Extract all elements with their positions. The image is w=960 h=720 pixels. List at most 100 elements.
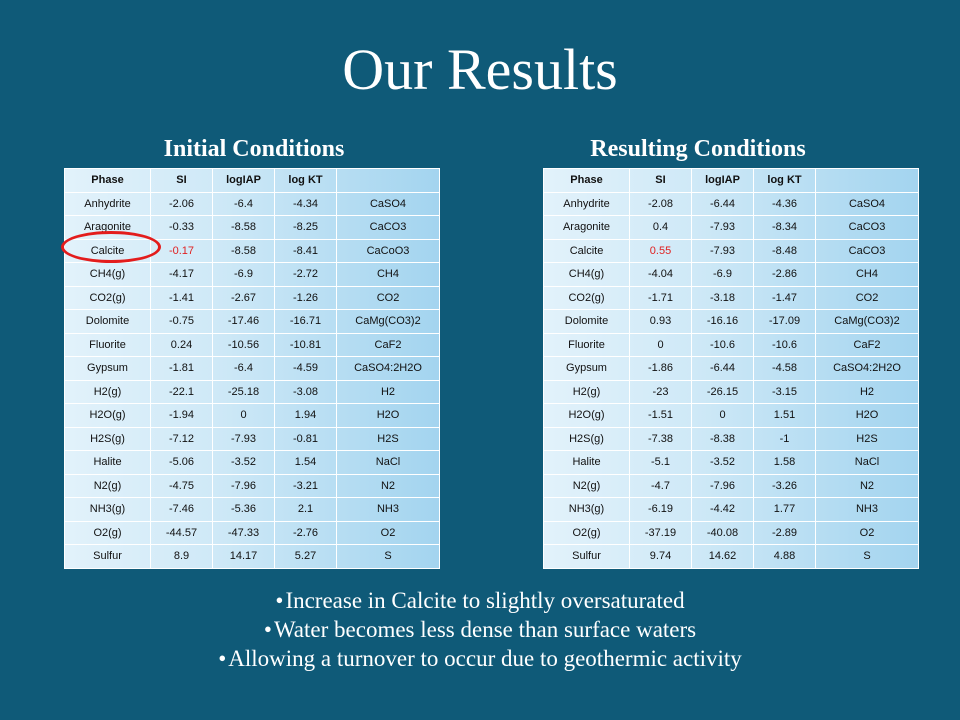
cell-phase: Dolomite [543,309,630,334]
cell-phase: Sulfur [64,544,151,569]
table-row: H2S(g) -7.38 -8.38 -1 H2S [543,426,919,451]
cell-logkt: -16.71 [274,309,337,334]
table-row: Halite -5.1 -3.52 1.58 NaCl [543,450,919,475]
cell-logiap: -3.52 [212,450,275,475]
slide-title: Our Results [342,37,618,102]
cell-logiap: -3.18 [691,285,754,310]
table-row: Fluorite 0 -10.6 -10.6 CaF2 [543,332,919,357]
cell-logkt: -4.59 [274,356,337,381]
cell-logkt: -3.26 [753,473,816,498]
table-row: N2(g) -4.75 -7.96 -3.21 N2 [64,473,440,498]
cell-logkt: -17.09 [753,309,816,334]
cell-logiap: -6.4 [212,191,275,216]
cell-formula: NaCl [815,450,919,475]
cell-logkt: -4.58 [753,356,816,381]
cell-logiap: -8.38 [691,426,754,451]
cell-logkt: -2.89 [753,520,816,545]
cell-si: -37.19 [629,520,692,545]
table-header-row: Phase SI logIAP log KT [64,168,440,193]
cell-si: -2.08 [629,191,692,216]
table-row: Gypsum -1.81 -6.4 -4.59 CaSO4:2H2O [64,356,440,381]
cell-phase: Anhydrite [64,191,151,216]
table-row: CO2(g) -1.71 -3.18 -1.47 CO2 [543,285,919,310]
cell-phase: H2O(g) [64,403,151,428]
cell-logiap: -25.18 [212,379,275,404]
cell-formula: CaSO4:2H2O [336,356,440,381]
cell-logiap: -8.58 [212,215,275,240]
cell-logiap: -6.44 [691,356,754,381]
cell-phase: Halite [543,450,630,475]
cell-logiap: 0 [691,403,754,428]
table-row: H2O(g) -1.94 0 1.94 H2O [64,403,440,428]
column-header-logkt: log KT [753,168,816,193]
cell-si: -4.04 [629,262,692,287]
table-row: Fluorite 0.24 -10.56 -10.81 CaF2 [64,332,440,357]
cell-formula: H2S [815,426,919,451]
table-row: Calcite 0.55 -7.93 -8.48 CaCO3 [543,238,919,263]
cell-si: -22.1 [150,379,213,404]
cell-logkt: -4.36 [753,191,816,216]
cell-logkt: -10.81 [274,332,337,357]
initial-conditions-table: Phase SI logIAP log KT Anhydrite -2.06 -6.4 -4… [64,168,440,569]
cell-logiap: -5.36 [212,497,275,522]
cell-si: -7.46 [150,497,213,522]
cell-formula: N2 [815,473,919,498]
cell-logkt: -3.08 [274,379,337,404]
column-header-formula [815,168,919,193]
cell-logkt: -2.72 [274,262,337,287]
cell-si: -4.75 [150,473,213,498]
cell-phase: H2(g) [64,379,151,404]
cell-formula: CaSO4 [815,191,919,216]
cell-logkt: -1.47 [753,285,816,310]
cell-phase: H2O(g) [543,403,630,428]
table-row: Anhydrite -2.06 -6.4 -4.34 CaSO4 [64,191,440,216]
cell-logiap: -4.42 [691,497,754,522]
table-row: O2(g) -44.57 -47.33 -2.76 O2 [64,520,440,545]
bullet-item: Increase in Calcite to slightly oversatu… [0,586,960,615]
cell-formula: CO2 [336,285,440,310]
table-row: Aragonite 0.4 -7.93 -8.34 CaCO3 [543,215,919,240]
cell-logkt: -10.6 [753,332,816,357]
cell-formula: CaMg(CO3)2 [815,309,919,334]
resulting-conditions-heading: Resulting Conditions [590,136,806,162]
cell-phase: Gypsum [64,356,151,381]
cell-logiap: -16.16 [691,309,754,334]
bullet-item: Water becomes less dense than surface wa… [0,615,960,644]
cell-logkt: 1.58 [753,450,816,475]
cell-formula: CaMg(CO3)2 [336,309,440,334]
cell-formula: H2O [336,403,440,428]
cell-si: -0.33 [150,215,213,240]
cell-formula: N2 [336,473,440,498]
cell-logiap: -6.9 [212,262,275,287]
column-header-logiap: logIAP [691,168,754,193]
cell-formula: S [336,544,440,569]
cell-si: 0.24 [150,332,213,357]
table-header-row: Phase SI logIAP log KT [543,168,919,193]
cell-phase: H2S(g) [543,426,630,451]
cell-phase: CH4(g) [64,262,151,287]
cell-formula: CO2 [815,285,919,310]
table-row: Sulfur 8.9 14.17 5.27 S [64,544,440,569]
cell-logkt: -4.34 [274,191,337,216]
cell-logiap: 0 [212,403,275,428]
cell-logkt: -8.48 [753,238,816,263]
cell-logkt: 2.1 [274,497,337,522]
cell-logkt: -8.34 [753,215,816,240]
cell-phase: CO2(g) [543,285,630,310]
cell-logkt: -8.25 [274,215,337,240]
cell-si: -5.1 [629,450,692,475]
table-row: H2(g) -23 -26.15 -3.15 H2 [543,379,919,404]
cell-phase: Dolomite [64,309,151,334]
table-row: CH4(g) -4.04 -6.9 -2.86 CH4 [543,262,919,287]
bullet-item: Allowing a turnover to occur due to geot… [0,644,960,673]
cell-logkt: -1.26 [274,285,337,310]
cell-logiap: 14.17 [212,544,275,569]
cell-logiap: -7.93 [691,215,754,240]
cell-si: -0.75 [150,309,213,334]
cell-formula: H2 [815,379,919,404]
table-row: Anhydrite -2.08 -6.44 -4.36 CaSO4 [543,191,919,216]
cell-logkt: -2.86 [753,262,816,287]
table-row: Sulfur 9.74 14.62 4.88 S [543,544,919,569]
table-row: O2(g) -37.19 -40.08 -2.89 O2 [543,520,919,545]
table-row: Aragonite -0.33 -8.58 -8.25 CaCO3 [64,215,440,240]
